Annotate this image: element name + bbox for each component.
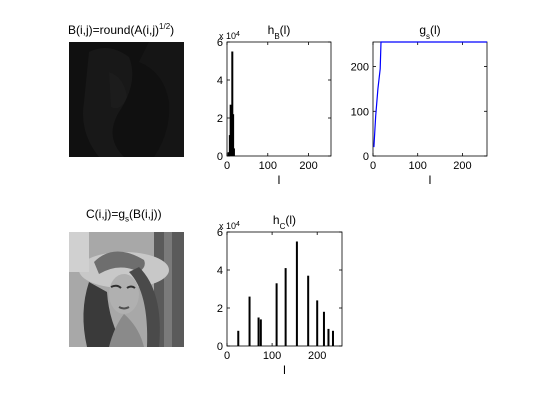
hist-c-chart: hC(l) x 104 0 100 200 0 2 4 6 l: [196, 207, 346, 385]
img-b-title-tail: ): [170, 23, 175, 37]
transfer_gs-xtick-label: 0: [370, 160, 376, 172]
hist_b-xtick-label: 200: [299, 160, 317, 172]
hist_b-axes-box: [226, 41, 332, 157]
hist_b-bar: [232, 114, 235, 156]
transfer_gs-ytick-label: 200: [351, 62, 369, 74]
hist_c-ytick-label: 2: [217, 303, 223, 315]
hist_b-bar: [227, 152, 230, 156]
transfer_gs-xlabel: l: [429, 173, 432, 187]
hist_c-bar: [284, 268, 287, 346]
hist_b-ytick-label: 4: [217, 75, 223, 87]
hist_c-xtick-label: 100: [263, 350, 281, 362]
image-c-portrait: [69, 232, 184, 347]
transfer-gs-svg: gs(l) 0 100 200 0 100 200 l: [351, 23, 488, 187]
hist_c-ytick-label: 6: [217, 227, 223, 239]
hist_b-title: hB(l): [268, 23, 291, 41]
img-c-title-main: C(i,j)=g: [86, 207, 126, 221]
hist_b-xlabel: l: [278, 173, 281, 187]
hist_b-multiplier: x 104: [219, 31, 240, 42]
img-b-title-main: B(i,j)=round(A(i,j): [68, 23, 160, 37]
hist-b-chart: hB(l) x 104 0 100 200 0 2 4 6 l: [196, 22, 336, 194]
transfer_gs-axes-box: [372, 41, 488, 157]
transfer_gs-ytick-label: 0: [363, 151, 369, 163]
hist_c-bar: [248, 296, 251, 346]
hist_b-ytick-label: 2: [217, 113, 223, 125]
transfer_gs-series-line: [373, 41, 487, 148]
hist_b-ytick-label: 0: [217, 151, 223, 163]
hist_c-bar: [331, 330, 334, 346]
transfer_gs-ytick-label: 100: [351, 106, 369, 118]
hist_c-bar: [316, 300, 319, 346]
image-b-dark: [69, 42, 184, 157]
transfer-gs-chart: gs(l) 0 100 200 0 100 200 l: [338, 12, 488, 194]
hist_c-bar: [257, 317, 260, 346]
hist_b-xtick-label: 0: [224, 160, 230, 172]
hist_c-bar: [259, 319, 262, 346]
hist_c-bar: [295, 241, 298, 346]
img-c-title-tail: (B(i,j)): [129, 207, 162, 221]
hist_c-ytick-label: 4: [217, 265, 223, 277]
hist_c-multiplier: x 104: [219, 221, 240, 232]
img-c-title-sub: s: [125, 214, 130, 224]
hist_c-bar: [327, 328, 330, 346]
transfer_gs-xtick-label: 200: [453, 160, 471, 172]
hist_c-axes-box: [226, 231, 343, 347]
hist_c-bar: [307, 275, 310, 346]
hist_c-bar: [237, 330, 240, 346]
img-c-title: C(i,j)=gs(B(i,j)): [86, 207, 162, 223]
hist_b-bar: [232, 148, 235, 156]
hist-c-svg: hC(l) x 104 0 100 200 0 2 4 6 l: [217, 213, 343, 377]
hist-b-svg: hB(l) x 104 0 100 200 0 2 4 6 l: [217, 23, 332, 187]
hist_c-xtick-label: 200: [308, 350, 326, 362]
hist_c-ytick-label: 0: [217, 341, 223, 353]
transfer_gs-title: gs(l): [419, 23, 440, 41]
img-b-title-sup: 1/2: [159, 22, 171, 31]
hist_b-xtick-label: 100: [259, 160, 277, 172]
img-b-title: B(i,j)=round(A(i,j)1/2): [68, 22, 174, 37]
transfer_gs-xtick-label: 100: [409, 160, 427, 172]
hist_c-xtick-label: 0: [224, 350, 230, 362]
hist_b-bar: [231, 51, 234, 156]
hist_c-title: hC(l): [273, 213, 296, 231]
image-c-photo: [69, 232, 184, 347]
hist_c-bar: [322, 311, 325, 346]
image-b-texture: [69, 42, 184, 157]
hist_c-bar: [275, 283, 278, 346]
hist_c-xlabel: l: [283, 363, 286, 377]
hist_b-ytick-label: 6: [217, 37, 223, 49]
